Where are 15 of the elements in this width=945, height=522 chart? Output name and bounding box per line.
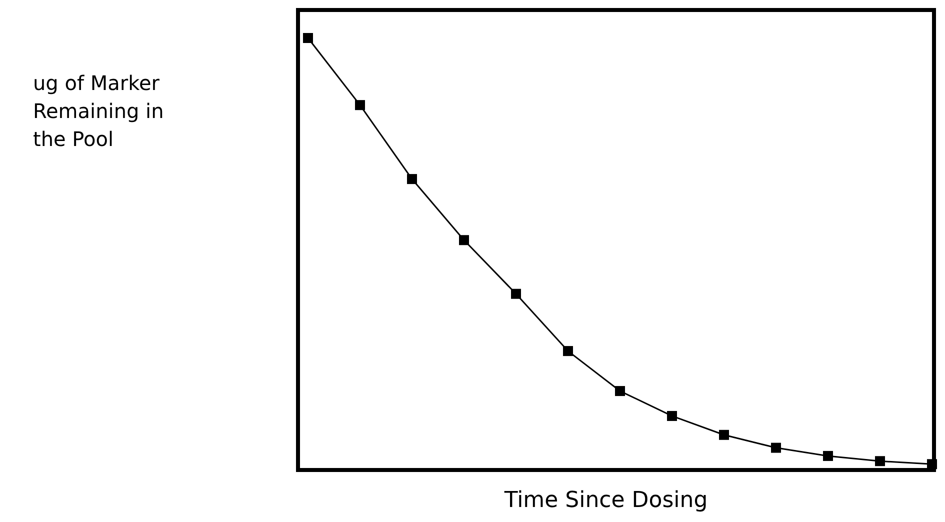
point — [615, 386, 625, 396]
point — [771, 442, 781, 453]
text: ug of Marker Remaining in the Pool — [33, 71, 164, 151]
point — [407, 174, 417, 184]
point — [511, 288, 521, 299]
x-axis-title: Time Since Dosing — [503, 488, 708, 513]
point — [355, 100, 365, 110]
point — [875, 456, 885, 466]
point — [719, 430, 729, 440]
point — [459, 235, 469, 246]
point — [667, 410, 677, 421]
point — [823, 450, 833, 461]
point — [927, 459, 937, 470]
point — [303, 33, 313, 43]
point — [563, 346, 573, 356]
